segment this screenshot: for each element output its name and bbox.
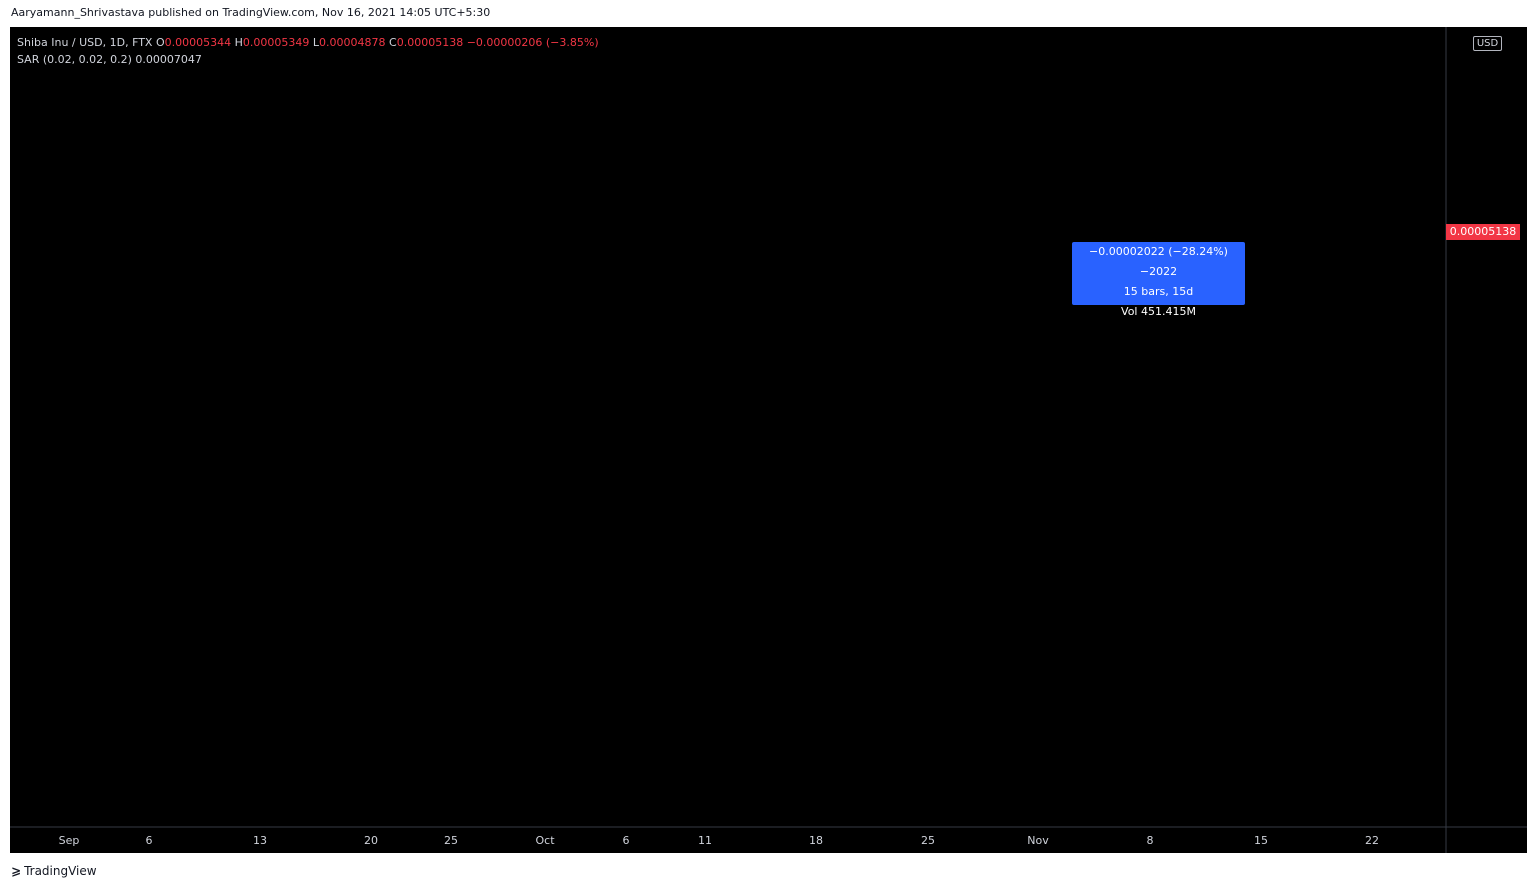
legend-open-value: 0.00005344	[164, 36, 232, 49]
time-tick-label: 13	[253, 834, 267, 847]
legend-indicator-value: 0.00007047	[135, 53, 202, 66]
legend-low-label: L	[312, 36, 320, 49]
legend-close-label: C	[389, 36, 397, 49]
legend-open-label: O	[155, 36, 165, 49]
time-tick-label: 20	[364, 834, 378, 847]
currency-badge[interactable]: USD	[1473, 36, 1502, 51]
brand-footer[interactable]: ⩾ TradingView	[11, 864, 97, 878]
legend-change: −0.00000206 (−3.85%)	[466, 36, 599, 49]
time-tick-label: 25	[921, 834, 935, 847]
legend-symbol-row: Shiba Inu / USD, 1D, FTX O0.00005344 H0.…	[17, 34, 599, 51]
legend-low-value: 0.00004878	[319, 36, 386, 49]
time-tick-label: 15	[1254, 834, 1268, 847]
legend-symbol: Shiba Inu / USD, 1D, FTX	[17, 36, 153, 49]
time-tick-label: Sep	[59, 834, 80, 847]
measure-tooltip: −0.00002022 (−28.24%) −2022 15 bars, 15d…	[1072, 242, 1245, 318]
time-tick-label: 25	[444, 834, 458, 847]
brand-label: TradingView	[24, 864, 97, 878]
legend-high-value: 0.00005349	[242, 36, 310, 49]
chart-legend: Shiba Inu / USD, 1D, FTX O0.00005344 H0.…	[17, 34, 599, 68]
time-tick-label: 22	[1365, 834, 1379, 847]
measure-volume: Vol 451.415M	[1121, 305, 1196, 318]
time-tick-label: 18	[809, 834, 823, 847]
time-tick-label: 6	[146, 834, 153, 847]
attribution-text: Aaryamann_Shrivastava published on Tradi…	[11, 6, 491, 19]
chart-panel[interactable]: Sep 6 13 20 25 Oct 6 11 18 25 Nov 8 15 22 Shiba Inu /…	[10, 27, 1527, 853]
legend-indicator-name: SAR (0.02, 0.02, 0.2)	[17, 53, 132, 66]
candlestick-chart[interactable]: Sep 6 13 20 25 Oct 6 11 18 25 Nov 8 15 22	[10, 27, 1527, 853]
legend-high-label: H	[234, 36, 243, 49]
last-price-label: 0.00005138	[1446, 224, 1520, 240]
time-tick-label: 6	[623, 834, 630, 847]
measure-bars: 15 bars, 15d	[1123, 285, 1194, 298]
legend-indicator-row: SAR (0.02, 0.02, 0.2) 0.00007047	[17, 51, 599, 68]
measure-change: −0.00002022 (−28.24%) −2022	[1089, 245, 1228, 278]
tradingview-logo-icon: ⩾	[11, 864, 21, 878]
time-tick-label: Oct	[535, 834, 555, 847]
time-tick-label: 11	[698, 834, 712, 847]
legend-close-value: 0.00005138	[396, 36, 464, 49]
time-tick-label: Nov	[1027, 834, 1049, 847]
time-tick-label: 8	[1147, 834, 1154, 847]
